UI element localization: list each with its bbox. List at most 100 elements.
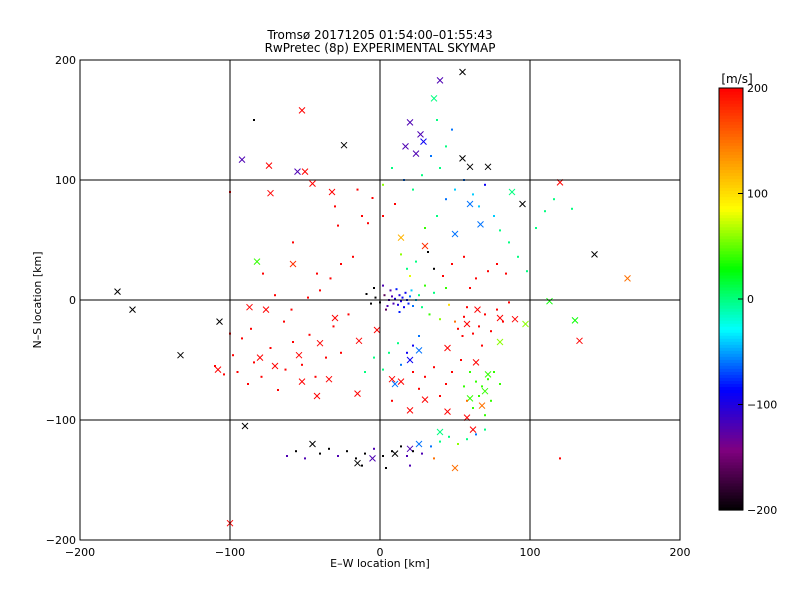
data-point-cross <box>397 378 405 385</box>
colorbar-segment <box>719 172 743 177</box>
data-point-dot <box>469 287 471 289</box>
data-point-dot <box>553 198 555 201</box>
data-point-dot <box>364 452 366 455</box>
data-point-cross <box>451 464 459 472</box>
data-point-dot <box>214 365 216 367</box>
colorbar-segment <box>719 190 743 195</box>
data-point-cross <box>444 408 451 415</box>
colorbar-segment <box>719 500 743 505</box>
colorbar-segment <box>719 413 743 418</box>
colorbar-segment <box>719 401 743 406</box>
colorbar-segment <box>719 238 743 243</box>
colorbar-segment <box>719 332 743 336</box>
data-point-dot <box>421 452 423 455</box>
data-point-dot <box>457 327 459 330</box>
data-point-dot <box>250 327 252 330</box>
data-point-dot <box>295 450 297 453</box>
colorbar-segment <box>719 145 743 149</box>
data-point-dot <box>355 457 357 460</box>
data-point-cross <box>496 314 504 322</box>
colorbar-segment <box>719 256 743 261</box>
colorbar-segment <box>719 241 743 246</box>
data-point-dot <box>391 167 393 169</box>
data-point-cross <box>444 344 451 352</box>
colorbar-segment <box>719 422 743 427</box>
data-point-dot <box>409 295 411 298</box>
y-tick-label: 0 <box>69 294 76 307</box>
data-point-cross <box>571 317 579 324</box>
data-point-dot <box>436 119 438 121</box>
data-point-dot <box>484 428 486 431</box>
data-point-dot <box>457 443 459 445</box>
data-point-dot <box>382 215 384 217</box>
colorbar-segment <box>719 268 743 273</box>
colorbar-segment <box>719 452 743 457</box>
data-point-dot <box>373 287 375 289</box>
data-point-dot <box>409 275 411 277</box>
data-point-dot <box>371 197 374 199</box>
colorbar-segment <box>719 380 743 384</box>
colorbar-segment <box>719 142 743 146</box>
x-tick-label: 200 <box>670 546 691 559</box>
data-point-dot <box>505 272 507 275</box>
data-point-dot <box>394 297 396 300</box>
y-tick-label: −200 <box>46 534 76 547</box>
data-point-cross <box>298 107 306 114</box>
data-point-dot <box>400 300 402 303</box>
data-point-dot <box>319 289 321 292</box>
data-point-dot <box>424 375 426 378</box>
data-point-dot <box>290 308 293 311</box>
data-point-cross <box>624 275 631 282</box>
colorbar-segment <box>719 368 743 372</box>
data-point-dot <box>490 399 492 402</box>
colorbar-segment <box>719 160 743 164</box>
data-point-cross <box>238 156 246 163</box>
data-point-cross <box>406 407 414 414</box>
colorbar-segment <box>719 395 743 400</box>
data-point-cross <box>391 380 399 388</box>
colorbar-segment <box>719 289 743 294</box>
data-point-dot <box>472 332 474 335</box>
data-point-dot <box>571 207 573 210</box>
data-point-dot <box>236 371 239 373</box>
colorbar-segment <box>719 199 743 204</box>
data-point-dot <box>445 383 447 385</box>
data-point-cross <box>415 347 423 354</box>
colorbar-segment <box>719 488 743 493</box>
data-point-dot <box>433 291 435 294</box>
colorbar-segment <box>719 476 743 481</box>
data-point-dot <box>392 302 395 305</box>
colorbar-segment <box>719 503 743 508</box>
y-tick-label: 100 <box>55 174 76 187</box>
data-point-cross <box>406 356 414 364</box>
colorbar-segment <box>719 175 743 180</box>
colorbar-segment <box>719 314 743 318</box>
data-point-cross <box>466 200 474 208</box>
data-point-dot <box>286 455 288 457</box>
data-point-cross <box>114 288 121 295</box>
colorbar-segment <box>719 344 743 348</box>
data-point-cross <box>388 375 396 383</box>
data-point-dot <box>319 452 321 455</box>
colorbar-segment <box>719 124 743 128</box>
colorbar-segment <box>719 94 743 98</box>
x-axis-label: E–W location [km] <box>330 557 430 570</box>
colorbar-segment <box>719 259 743 264</box>
data-point-dot <box>508 241 510 244</box>
data-point-dot <box>274 294 276 297</box>
data-point-dot <box>346 450 348 453</box>
data-point-dot <box>478 205 480 208</box>
data-point-dot <box>404 291 407 294</box>
data-point-dot <box>412 305 414 307</box>
data-point-dot <box>412 344 414 347</box>
colorbar-segment <box>719 359 743 363</box>
data-point-dot <box>332 325 335 328</box>
data-point-cross <box>417 131 424 138</box>
colorbar-segment <box>719 151 743 155</box>
colorbar-segment <box>719 133 743 137</box>
colorbar-segment <box>719 208 743 213</box>
data-point-dot <box>329 277 332 280</box>
data-point-dot <box>421 306 423 309</box>
data-point-dot <box>472 407 474 409</box>
data-point-dot <box>253 361 255 364</box>
